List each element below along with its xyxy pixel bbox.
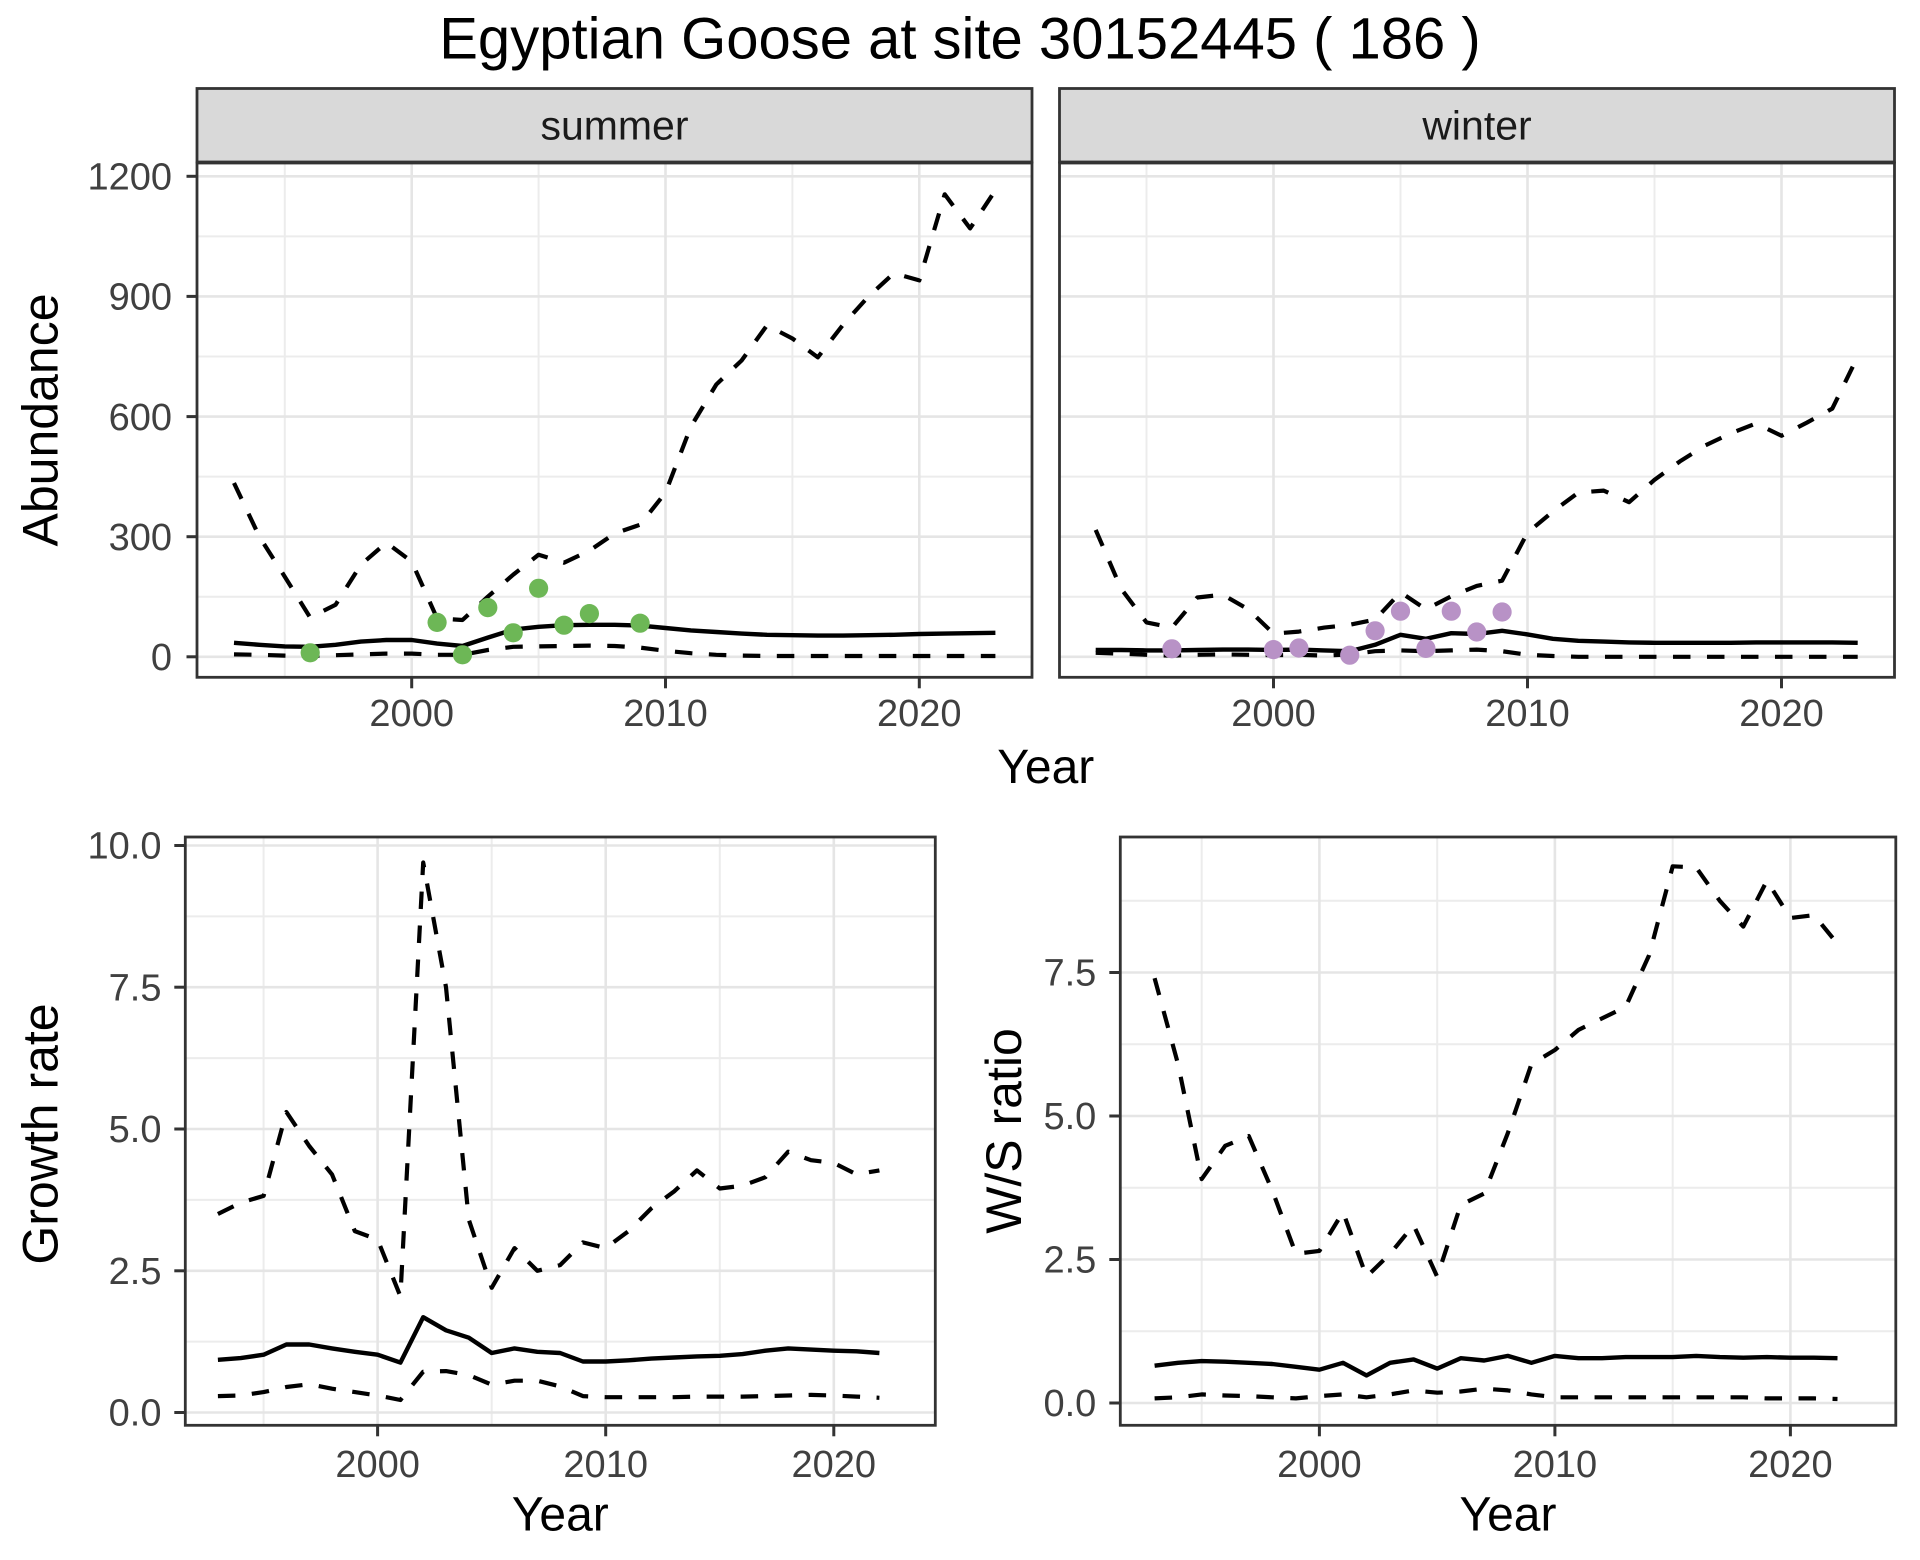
svg-text:2020: 2020 bbox=[792, 1444, 877, 1486]
svg-text:W/S ratio: W/S ratio bbox=[976, 1028, 1032, 1234]
svg-text:2010: 2010 bbox=[1485, 693, 1570, 735]
svg-text:10.0: 10.0 bbox=[88, 826, 162, 868]
svg-text:2000: 2000 bbox=[369, 693, 454, 735]
svg-text:Egyptian Goose at site 3015244: Egyptian Goose at site 30152445 ( 186 ) bbox=[439, 7, 1480, 72]
svg-text:7.5: 7.5 bbox=[109, 968, 162, 1010]
svg-text:Year: Year bbox=[512, 1489, 609, 1542]
svg-text:5.0: 5.0 bbox=[1043, 1096, 1096, 1138]
svg-text:Year: Year bbox=[997, 741, 1094, 794]
svg-text:2000: 2000 bbox=[1231, 693, 1316, 735]
svg-text:2.5: 2.5 bbox=[109, 1251, 162, 1293]
svg-text:2020: 2020 bbox=[1739, 693, 1824, 735]
svg-text:600: 600 bbox=[109, 397, 172, 439]
svg-text:summer: summer bbox=[540, 103, 688, 149]
svg-text:0: 0 bbox=[151, 637, 172, 679]
svg-text:5.0: 5.0 bbox=[109, 1109, 162, 1151]
svg-text:0.0: 0.0 bbox=[1043, 1383, 1096, 1425]
svg-text:2020: 2020 bbox=[877, 693, 962, 735]
svg-text:2000: 2000 bbox=[335, 1444, 420, 1486]
svg-text:2020: 2020 bbox=[1748, 1444, 1833, 1486]
svg-text:300: 300 bbox=[109, 517, 172, 559]
svg-text:2010: 2010 bbox=[623, 693, 708, 735]
svg-text:2010: 2010 bbox=[1513, 1444, 1598, 1486]
svg-text:2000: 2000 bbox=[1277, 1444, 1362, 1486]
svg-text:Abundance: Abundance bbox=[13, 293, 69, 546]
svg-text:1200: 1200 bbox=[87, 157, 172, 199]
svg-text:900: 900 bbox=[109, 277, 172, 319]
svg-text:2010: 2010 bbox=[563, 1444, 648, 1486]
svg-text:Growth rate: Growth rate bbox=[13, 1003, 69, 1264]
svg-text:2.5: 2.5 bbox=[1043, 1240, 1096, 1282]
svg-text:winter: winter bbox=[1421, 103, 1531, 149]
svg-text:7.5: 7.5 bbox=[1043, 953, 1096, 995]
svg-text:Year: Year bbox=[1460, 1489, 1557, 1542]
svg-text:0.0: 0.0 bbox=[109, 1393, 162, 1435]
